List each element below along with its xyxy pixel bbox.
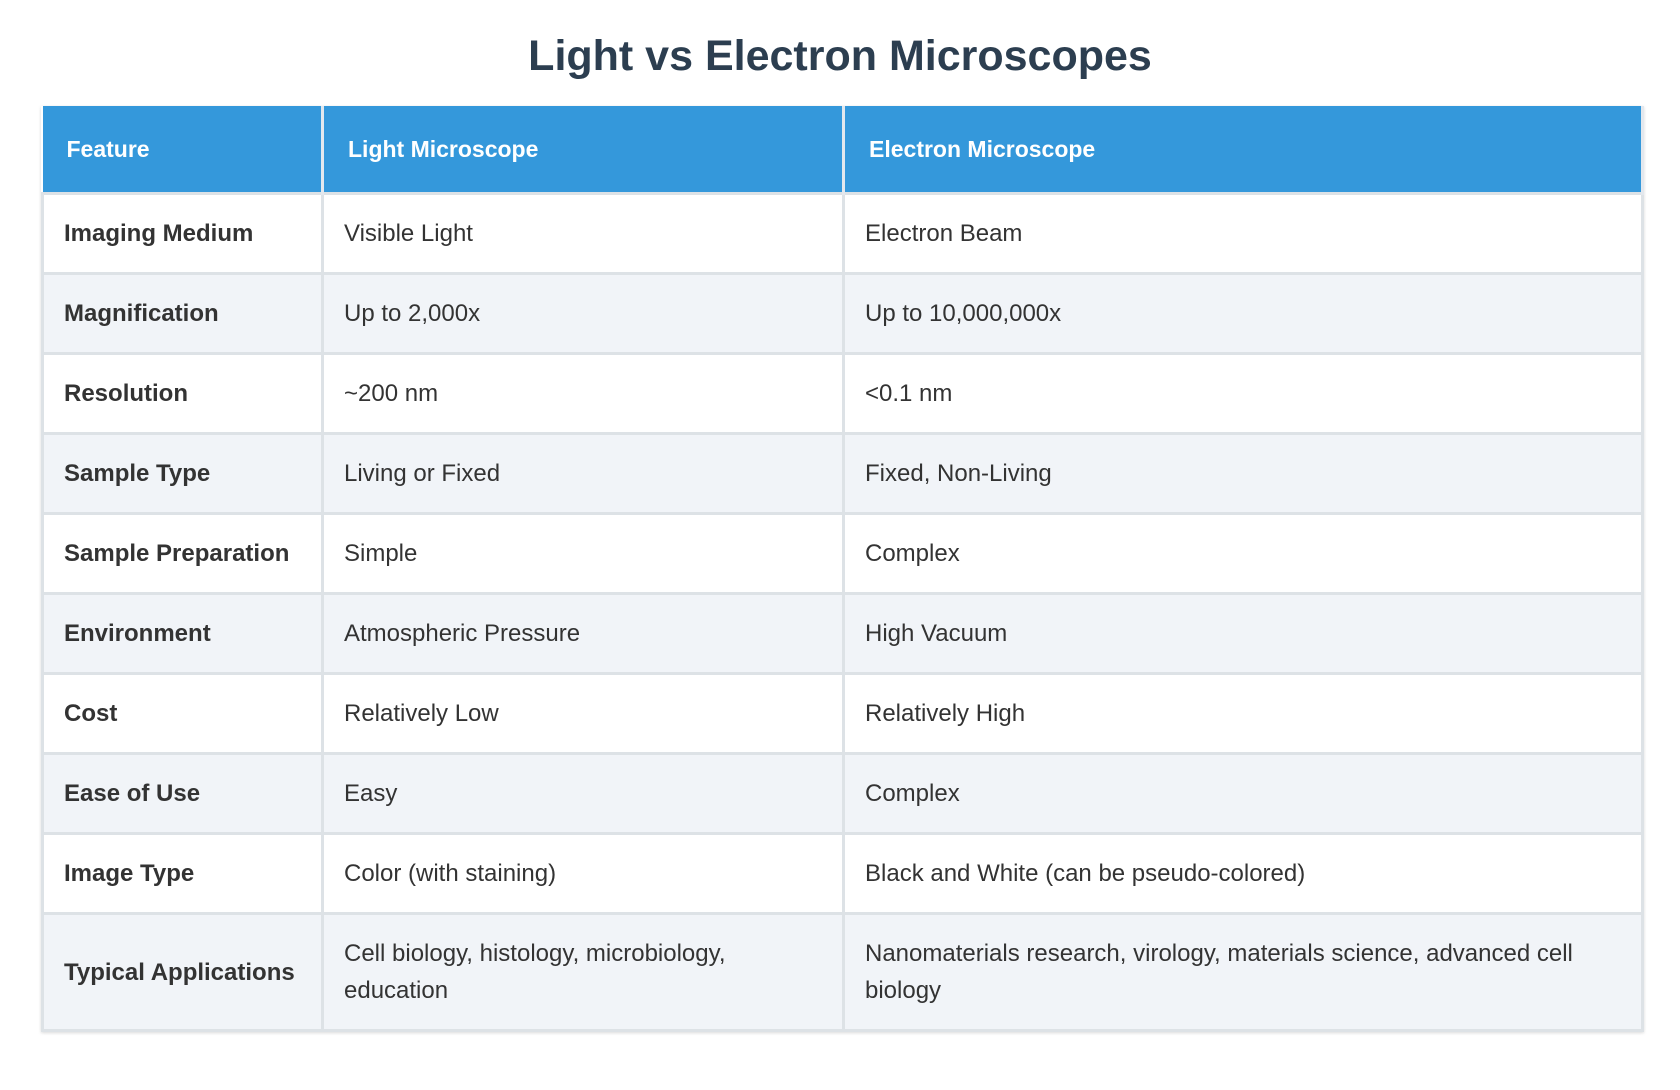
comparison-table: Feature Light Microscope Electron Microsco… <box>41 106 1644 1032</box>
header-cell: Light Microscope <box>322 106 845 194</box>
table-row: Image Type Color (with staining) Black and… <box>41 832 1644 915</box>
table-row: Ease of Use Easy Complex <box>41 752 1644 835</box>
table-row: Magnification Up to 2,000x Up to 10,000,00… <box>41 272 1644 355</box>
value-cell: Cell biology, histology, microbiology, e… <box>321 912 845 1032</box>
value-cell: Easy <box>321 752 845 835</box>
value-cell: High Vacuum <box>842 592 1644 675</box>
value-cell: <0.1 nm <box>842 352 1644 435</box>
table-body: Imaging Medium Visible Light Electron Beam… <box>41 192 1644 1032</box>
header-cell: Feature <box>42 106 324 194</box>
feature-cell: Sample Preparation <box>41 512 324 595</box>
value-cell: Up to 2,000x <box>321 272 845 355</box>
value-cell: Relatively High <box>842 672 1644 755</box>
page-title: Light vs Electron Microscopes <box>528 32 1152 80</box>
feature-cell: Typical Applications <box>41 912 324 1032</box>
table-row: Environment Atmospheric Pressure High Vacu… <box>41 592 1644 675</box>
table-row: Sample Type Living or Fixed Fixed, Non-Liv… <box>41 432 1644 515</box>
value-cell: ~200 nm <box>321 352 845 435</box>
value-cell: Visible Light <box>321 192 845 275</box>
value-cell: Electron Beam <box>842 192 1644 275</box>
feature-cell: Imaging Medium <box>41 192 324 275</box>
table-row: Sample Preparation Simple Complex <box>41 512 1644 595</box>
table-header: Feature Light Microscope Electron Microsco… <box>42 106 1644 194</box>
value-cell: Fixed, Non-Living <box>842 432 1644 515</box>
table-row: Resolution ~200 nm <0.1 nm <box>41 352 1644 435</box>
value-cell: Simple <box>321 512 845 595</box>
feature-cell: Resolution <box>41 352 324 435</box>
value-cell: Living or Fixed <box>321 432 845 515</box>
table-row: Cost Relatively Low Relatively High <box>41 672 1644 755</box>
feature-cell: Cost <box>41 672 324 755</box>
table-row: Typical Applications Cell biology, histol… <box>41 912 1644 1032</box>
value-cell: Color (with staining) <box>321 832 845 915</box>
feature-cell: Ease of Use <box>41 752 324 835</box>
feature-cell: Magnification <box>41 272 324 355</box>
feature-cell: Sample Type <box>41 432 324 515</box>
value-cell: Black and White (can be pseudo-colored) <box>842 832 1644 915</box>
feature-cell: Image Type <box>41 832 324 915</box>
value-cell: Relatively Low <box>321 672 845 755</box>
value-cell: Complex <box>842 752 1644 835</box>
value-cell: Up to 10,000,000x <box>842 272 1644 355</box>
table-row: Imaging Medium Visible Light Electron Beam <box>41 192 1644 275</box>
value-cell: Atmospheric Pressure <box>321 592 845 675</box>
header-row: Feature Light Microscope Electron Microsco… <box>42 106 1644 194</box>
value-cell: Nanomaterials research, virology, materi… <box>842 912 1644 1032</box>
feature-cell: Environment <box>41 592 324 675</box>
value-cell: Complex <box>842 512 1644 595</box>
header-cell: Electron Microscope <box>843 106 1644 194</box>
